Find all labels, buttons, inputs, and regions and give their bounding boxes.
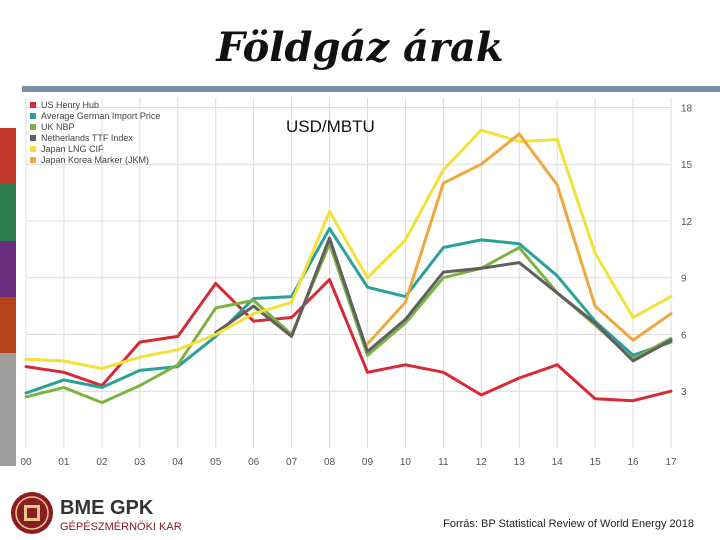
source-note: Forrás: BP Statistical Review of World E… bbox=[443, 518, 694, 530]
y-tick-label: 3 bbox=[681, 387, 687, 398]
x-tick-label: 10 bbox=[400, 457, 412, 468]
y-tick-label: 12 bbox=[681, 217, 693, 228]
series-line bbox=[24, 227, 673, 395]
legend-swatch bbox=[30, 135, 36, 141]
chart-title: USD/MBTU bbox=[286, 117, 375, 136]
stripe-6 bbox=[0, 409, 16, 466]
x-tick-label: 03 bbox=[134, 457, 146, 468]
x-tick-label: 12 bbox=[476, 457, 488, 468]
stripe-4 bbox=[0, 296, 16, 354]
y-tick-label: 6 bbox=[681, 330, 687, 341]
x-tick-label: 08 bbox=[324, 457, 336, 468]
legend-label: Japan Korea Marker (JKM) bbox=[41, 155, 149, 165]
plot-area bbox=[26, 98, 671, 448]
logo-subtext: GÉPÉSZMÉRNÖKI KAR bbox=[60, 520, 182, 533]
legend-swatch bbox=[30, 146, 36, 152]
slide-title: Földgáz árak bbox=[216, 24, 504, 71]
legend-label: US Henry Hub bbox=[41, 100, 99, 110]
series-line bbox=[366, 132, 673, 346]
y-tick-label: 18 bbox=[681, 103, 693, 114]
x-tick-label: 17 bbox=[665, 457, 677, 468]
x-tick-label: 16 bbox=[627, 457, 639, 468]
series-line bbox=[24, 128, 673, 370]
stripe-2 bbox=[0, 184, 16, 241]
legend-label: Netherlands TTF Index bbox=[41, 133, 133, 143]
x-tick-label: 02 bbox=[96, 457, 108, 468]
bme-gpk-logo: BME GPK GÉPÉSZMÉRNÖKI KAR bbox=[11, 492, 182, 534]
stripe-3 bbox=[0, 240, 16, 297]
x-tick-label: 13 bbox=[514, 457, 526, 468]
legend-label: Average German Import Price bbox=[41, 111, 160, 121]
legend-label: Japan LNG CIF bbox=[41, 144, 104, 154]
title-divider bbox=[22, 86, 720, 92]
legend-swatch bbox=[30, 157, 36, 163]
x-tick-label: 07 bbox=[286, 457, 298, 468]
price-line-chart: 3 6 9 12 15 18 00 01 02 03 04 05 06 07 08 09 10 11 12 13 14 1… bbox=[20, 98, 693, 468]
x-tick-label: 15 bbox=[590, 457, 602, 468]
x-tick-label: 14 bbox=[552, 457, 564, 468]
x-tick-label: 01 bbox=[58, 457, 70, 468]
x-tick-label: 05 bbox=[210, 457, 222, 468]
logo-text: BME GPK bbox=[60, 497, 154, 519]
x-tick-label: 11 bbox=[438, 457, 449, 468]
legend-label: UK NBP bbox=[41, 122, 75, 132]
x-tick-label: 00 bbox=[20, 457, 32, 468]
y-tick-label: 15 bbox=[681, 160, 693, 171]
x-tick-label: 04 bbox=[172, 457, 184, 468]
crest-icon bbox=[11, 492, 53, 534]
y-tick-label: 9 bbox=[681, 274, 687, 285]
series-line bbox=[24, 278, 673, 403]
legend-swatch bbox=[30, 124, 36, 130]
series-line bbox=[214, 236, 673, 363]
legend-swatch bbox=[30, 102, 36, 108]
stripe-1 bbox=[0, 128, 16, 185]
x-tick-label: 06 bbox=[248, 457, 260, 468]
x-tick-label: 09 bbox=[362, 457, 374, 468]
stripe-5 bbox=[0, 353, 16, 410]
side-color-stripes bbox=[0, 128, 16, 466]
legend-swatch bbox=[30, 113, 36, 119]
